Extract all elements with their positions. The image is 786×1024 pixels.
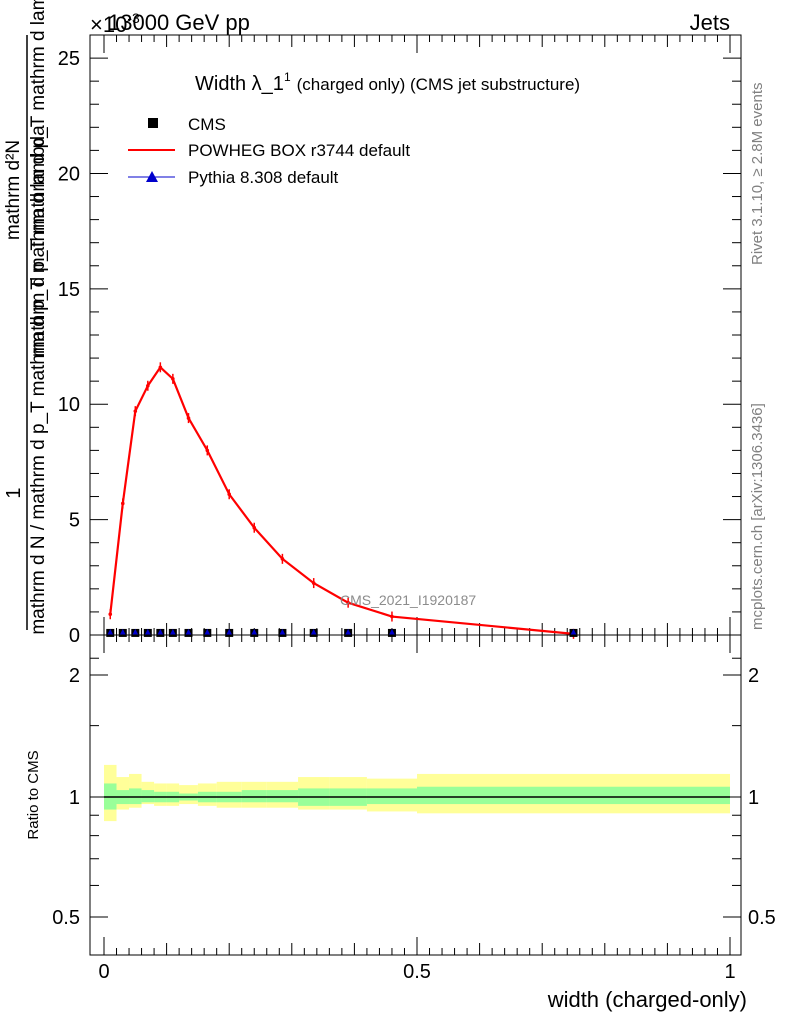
ratio-inner-band bbox=[141, 790, 155, 803]
powheg-point bbox=[146, 383, 150, 388]
pythia-point bbox=[204, 628, 211, 635]
pythia-point bbox=[388, 628, 395, 635]
powheg-point bbox=[280, 557, 285, 561]
pythia-point bbox=[169, 628, 176, 635]
powheg-point bbox=[346, 600, 350, 605]
x-tick-label: 0 bbox=[98, 961, 109, 983]
main-y-tick-label: 0 bbox=[69, 625, 80, 647]
ratio-inner-band bbox=[417, 786, 730, 805]
mcplots-label: mcplots.cern.ch [arXiv:1306.3436] bbox=[749, 403, 766, 630]
powheg-point bbox=[171, 377, 175, 381]
analysis-watermark: CMS_2021_I1920187 bbox=[340, 592, 476, 608]
header-right: Jets bbox=[690, 10, 730, 35]
powheg-point bbox=[227, 492, 231, 497]
main-panel: 0 5 10 15 20 25 Width λ_11 (charged only) (CMS… bbox=[3, 0, 742, 647]
pythia-point bbox=[251, 628, 258, 635]
ratio-inner-band bbox=[129, 788, 142, 805]
main-y-tick-label: 10 bbox=[58, 394, 80, 416]
legend-pythia-label: Pythia 8.308 default bbox=[188, 168, 339, 187]
main-y-axis-label: 1 mathrm d N / mathrm d p_T mathrm d p_T… bbox=[3, 0, 49, 635]
y-label-denominator: mathrm d p_T mathrm d p_T mathrm d lambd… bbox=[28, 0, 49, 357]
ratio-y-axis: 0.5 0.5 1 1 2 2 bbox=[52, 657, 776, 929]
ratio-y-tick-label-right: 1 bbox=[748, 787, 759, 809]
pythia-point bbox=[144, 628, 151, 635]
pythia-point bbox=[185, 628, 192, 635]
powheg-point bbox=[158, 365, 163, 370]
plot-title: Width λ_11 (charged only) (CMS jet substr… bbox=[195, 70, 580, 95]
ratio-y-tick-label: 0.5 bbox=[52, 907, 80, 929]
y-label-numerator: mathrm d²N bbox=[3, 140, 24, 240]
powheg-point bbox=[186, 416, 191, 420]
x-axis-label: width (charged-only) bbox=[547, 987, 747, 1012]
main-y-tick-label: 25 bbox=[58, 48, 80, 70]
legend: CMS POWHEG BOX r3744 default Pythia 8.30… bbox=[128, 115, 410, 187]
pythia-point bbox=[226, 628, 233, 635]
powheg-point bbox=[133, 409, 138, 413]
y-label-factor: mathrm d N / mathrm d p_T mathrm d p_T m… bbox=[28, 125, 49, 635]
main-y-tick-label: 15 bbox=[58, 279, 80, 301]
powheg-point bbox=[120, 501, 125, 506]
ratio-plot-frame bbox=[89, 634, 742, 956]
legend-powheg-label: POWHEG BOX r3744 default bbox=[188, 141, 410, 160]
main-y-tick-label: 5 bbox=[69, 510, 80, 532]
powheg-point bbox=[390, 614, 394, 619]
pythia-point bbox=[345, 628, 352, 635]
pythia-point bbox=[310, 628, 317, 635]
rivet-label: Rivet 3.1.10, ≥ 2.8M events bbox=[749, 83, 766, 266]
ratio-y-tick-label: 2 bbox=[69, 665, 80, 687]
powheg-point bbox=[108, 612, 113, 617]
main-series-group bbox=[106, 362, 578, 639]
ratio-inner-band bbox=[241, 790, 267, 803]
x-tick-label: 0.5 bbox=[403, 961, 431, 983]
header-left: 13000 GeV pp bbox=[108, 10, 250, 35]
legend-pythia-marker bbox=[146, 171, 158, 182]
pythia-point bbox=[279, 628, 286, 635]
pythia-point bbox=[570, 628, 577, 635]
ratio-bands bbox=[104, 764, 730, 822]
ratio-y-label: Ratio to CMS bbox=[25, 750, 42, 839]
main-y-axis: 0 5 10 15 20 25 bbox=[58, 34, 741, 647]
ratio-y-tick-label-right: 0.5 bbox=[748, 907, 776, 929]
y-exponent: ×10-3 bbox=[90, 10, 140, 37]
pythia-point bbox=[107, 628, 114, 635]
pythia-point bbox=[132, 628, 139, 635]
ratio-inner-band bbox=[366, 788, 417, 805]
ratio-panel: 0.5 0.51 12 2 0 0.5 1 Ratio to CMS width (cha… bbox=[25, 634, 776, 1012]
ratio-y-tick-label: 1 bbox=[69, 787, 80, 809]
powheg-point bbox=[252, 525, 257, 530]
pythia-point bbox=[119, 628, 126, 635]
pythia-point bbox=[157, 628, 164, 635]
ratio-x-axis: 0 0.5 1 bbox=[98, 635, 736, 983]
x-tick-label: 1 bbox=[724, 961, 735, 983]
legend-cms-marker bbox=[148, 118, 158, 128]
ratio-inner-band bbox=[266, 790, 299, 803]
y-label-one: 1 bbox=[3, 487, 25, 498]
powheg-point bbox=[311, 581, 316, 585]
powheg-point bbox=[205, 448, 210, 453]
main-y-tick-label: 20 bbox=[58, 163, 80, 185]
legend-cms-label: CMS bbox=[188, 115, 226, 134]
ratio-y-tick-label-right: 2 bbox=[748, 665, 759, 687]
